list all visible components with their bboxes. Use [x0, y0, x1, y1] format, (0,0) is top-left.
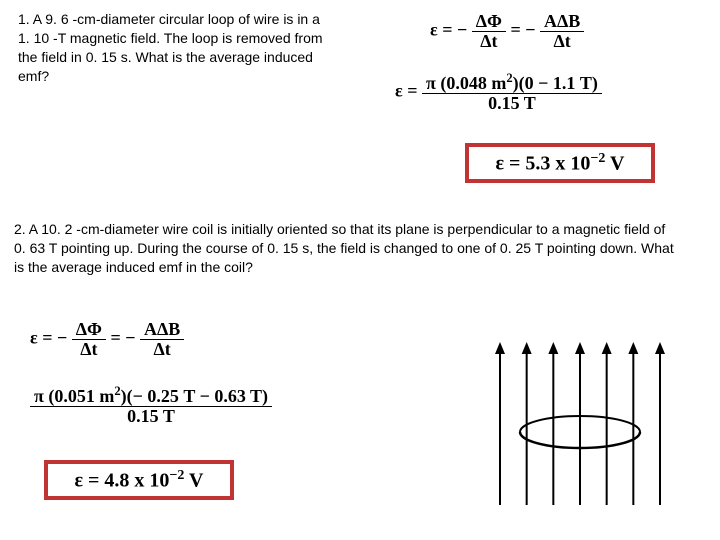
superscript: −2 [590, 151, 605, 166]
eq-text: V [605, 152, 624, 174]
eq-text: (0.048 m [440, 73, 506, 93]
denominator: 0.15 T [30, 407, 272, 426]
eq-text: )(− 0.25 T − 0.63 T) [121, 386, 268, 406]
denominator: Δt [140, 340, 184, 359]
answer-text: ε = 4.8 x 10−2 V [74, 468, 203, 493]
epsilon-symbol: ε [430, 20, 438, 40]
denominator: Δt [540, 32, 584, 51]
eq-text: ε = [395, 81, 417, 101]
superscript: −2 [169, 468, 184, 483]
numerator: AΔB [540, 12, 584, 32]
numerator: π (0.048 m2)(0 − 1.1 T) [422, 72, 602, 94]
fraction: π (0.048 m2)(0 − 1.1 T) 0.15 T [422, 72, 602, 113]
fraction: AΔB Δt [540, 12, 584, 51]
denominator: 0.15 T [422, 94, 602, 113]
problem1-eq-substitution: ε = π (0.048 m2)(0 − 1.1 T) 0.15 T [395, 72, 602, 113]
fraction: ΔΦ Δt [472, 12, 506, 51]
numerator: ΔΦ [472, 12, 506, 32]
fraction: π (0.051 m2)(− 0.25 T − 0.63 T) 0.15 T [30, 385, 272, 426]
problem1-eq-formula: ε = − ΔΦ Δt = − AΔB Δt [430, 12, 584, 51]
problem2-answer-box: ε = 4.8 x 10−2 V [44, 460, 234, 500]
coil-field-diagram [480, 340, 680, 510]
denominator: Δt [72, 340, 106, 359]
problem2-eq-formula: ε = − ΔΦ Δt = − AΔB Δt [30, 320, 184, 359]
eq-text: = − [110, 328, 135, 348]
fraction: ΔΦ Δt [72, 320, 106, 359]
eq-text: )(0 − 1.1 T) [513, 73, 598, 93]
epsilon-symbol: ε [30, 328, 38, 348]
eq-text: = − [510, 20, 535, 40]
numerator: π (0.051 m2)(− 0.25 T − 0.63 T) [30, 385, 272, 407]
problem1-answer-box: ε = 5.3 x 10−2 V [465, 143, 655, 183]
fraction: AΔB Δt [140, 320, 184, 359]
answer-text: ε = 5.3 x 10−2 V [495, 151, 624, 176]
problem1-text: 1. A 9. 6 -cm-diameter circular loop of … [18, 10, 328, 86]
eq-text: = − [42, 328, 67, 348]
numerator: AΔB [140, 320, 184, 340]
eq-text: V [184, 469, 203, 491]
eq-text: (0.051 m [48, 386, 114, 406]
eq-text: ε = 5.3 x 10 [495, 152, 590, 174]
pi-symbol: π [426, 73, 436, 93]
denominator: Δt [472, 32, 506, 51]
problem2-eq-substitution: π (0.051 m2)(− 0.25 T − 0.63 T) 0.15 T [30, 385, 272, 426]
eq-text: = − [442, 20, 467, 40]
numerator: ΔΦ [72, 320, 106, 340]
pi-symbol: π [34, 386, 44, 406]
problem2-text: 2. A 10. 2 -cm-diameter wire coil is ini… [14, 220, 680, 277]
eq-text: ε = 4.8 x 10 [74, 469, 169, 491]
